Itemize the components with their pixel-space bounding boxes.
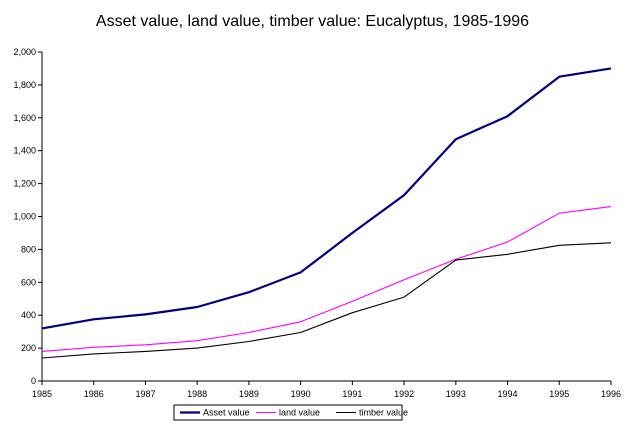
legend-box (173, 404, 403, 421)
x-tick-label: 1993 (446, 389, 466, 399)
x-tick-label: 1994 (498, 389, 518, 399)
chart-title: Asset value, land value, timber value: E… (95, 13, 530, 30)
series-line-timber-value (41, 242, 612, 359)
x-tick-label: 1989 (239, 389, 259, 399)
y-tick-label: 800 (21, 244, 36, 254)
x-tick-label: 1996 (601, 389, 621, 399)
y-tick-label: 600 (21, 277, 36, 287)
x-tick-label: 1992 (394, 389, 414, 399)
y-tick-label: 1,800 (13, 80, 36, 90)
y-tick-label: 0 (31, 376, 36, 386)
x-tick-label: 1995 (549, 389, 569, 399)
x-tick-label: 1987 (135, 389, 155, 399)
x-tick-label: 1990 (291, 389, 311, 399)
y-tick-label: 200 (21, 343, 36, 353)
series-line-land-value (41, 206, 612, 352)
legend-label: Asset value (203, 408, 250, 418)
y-tick-label: 1,400 (13, 146, 36, 156)
legend-label: timber value (359, 408, 408, 418)
y-tick-label: 1,200 (13, 179, 36, 189)
y-tick-label: 400 (21, 310, 36, 320)
y-tick-label: 1,600 (13, 113, 36, 123)
x-tick-label: 1991 (342, 389, 362, 399)
y-tick-label: 2,000 (13, 47, 36, 57)
legend-label: land value (279, 408, 320, 418)
x-tick-label: 1986 (84, 389, 104, 399)
x-tick-label: 1988 (187, 389, 207, 399)
series-line-asset-value (41, 67, 612, 330)
y-tick-label: 1,000 (13, 212, 36, 222)
x-tick-label: 1985 (32, 389, 52, 399)
